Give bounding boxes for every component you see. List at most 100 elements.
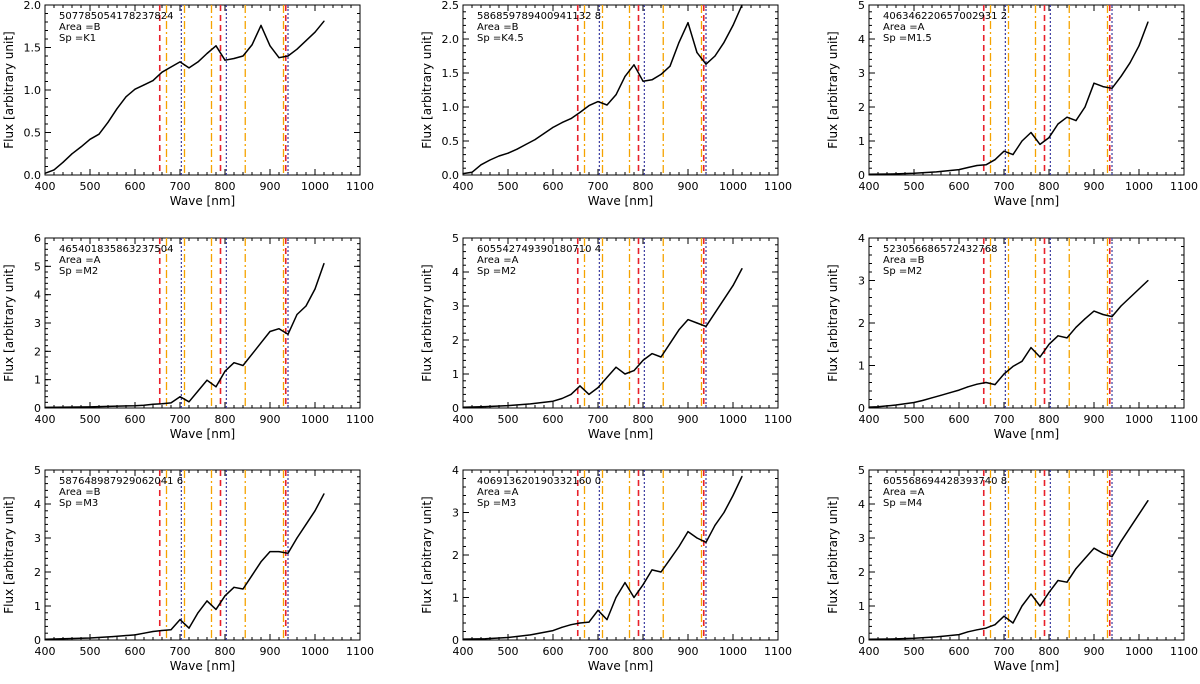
spectrum-point (579, 111, 581, 114)
spectrum-point (597, 609, 599, 611)
spectrum-point (143, 84, 145, 86)
y-tick-label: 2 (858, 566, 865, 579)
spectrum-point (890, 638, 893, 640)
x-tick-label: 1000 (1125, 413, 1153, 426)
star-id-label: 465401835863237504 (59, 244, 174, 255)
x-tick-label: 500 (498, 645, 519, 658)
y-tick-label: 3 (34, 317, 41, 330)
spectrum-point (579, 385, 581, 387)
x-tick-label: 400 (35, 645, 56, 658)
spectrum-point (1021, 360, 1023, 362)
spectrum-point (994, 624, 996, 626)
sp-label: Sp =M2 (477, 266, 516, 277)
x-tick-label: 900 (678, 645, 699, 658)
y-axis-label: Flux [arbitrary unit] (826, 496, 840, 613)
x-tick-label: 1000 (301, 413, 329, 426)
x-tick-label: 800 (1039, 413, 1060, 426)
spectrum-point (606, 619, 608, 621)
spectrum-line (868, 500, 1149, 641)
spectrum-point (669, 65, 671, 67)
spectrum-point (913, 172, 915, 174)
x-tick-label: 700 (994, 645, 1015, 658)
spectrum-point (660, 73, 662, 75)
spectrum-point (561, 397, 563, 400)
spectrum-point (678, 545, 680, 548)
spectrum-point (206, 600, 208, 602)
spectrum-point (976, 383, 978, 385)
x-tick-label: 700 (588, 645, 609, 658)
spectrum-point (1057, 123, 1059, 125)
spectrum-point (507, 636, 509, 639)
x-tick-label: 600 (125, 645, 146, 658)
spectrum-point (1021, 140, 1023, 142)
spectrum-point (1003, 373, 1005, 375)
spectrum-point (958, 633, 960, 636)
spectrum-point (251, 353, 253, 355)
y-tick-label: 2 (858, 101, 865, 114)
spectrum-point (170, 402, 172, 404)
spectrum-point (696, 52, 698, 54)
spectrum-point (471, 171, 473, 173)
spectrum-point (188, 67, 190, 69)
spectrum-point (732, 24, 734, 26)
spectrum-line (44, 263, 325, 409)
spectrum-point (224, 59, 226, 61)
spectrum-point (1066, 337, 1068, 339)
spectrum-point (922, 399, 924, 401)
y-tick-label: 1.0 (24, 84, 42, 97)
x-tick-label: 800 (215, 645, 236, 658)
x-tick-label: 500 (904, 180, 925, 193)
spectrum-point (552, 630, 554, 632)
spectrum-point (170, 629, 172, 631)
spectrum-point (1075, 568, 1077, 570)
spectrum-point (1120, 305, 1122, 307)
y-tick-label: 2 (858, 317, 865, 330)
spectrum-point (296, 48, 298, 50)
spectrum-point (224, 595, 226, 597)
x-tick-label: 800 (1039, 645, 1060, 658)
plot-frame (462, 4, 779, 176)
spectrum-point (696, 322, 698, 324)
spectrum-point (287, 552, 289, 554)
x-tick-label: 900 (1084, 413, 1105, 426)
spectrum-point (687, 319, 689, 321)
x-tick-label: 600 (125, 180, 146, 193)
spectrum-point (278, 551, 280, 553)
x-tick-label: 400 (859, 413, 880, 426)
spectrum-point (976, 629, 978, 631)
spectrum-point (480, 164, 482, 166)
area-label: Area =B (59, 487, 101, 498)
spectrum-point (111, 636, 114, 638)
spectrum-point (732, 285, 734, 287)
spectrum-point (985, 381, 987, 384)
plot-frame (462, 237, 779, 409)
spectrum-point (215, 45, 217, 47)
x-tick-label: 900 (260, 413, 281, 426)
x-axis-label: Wave [nm] (588, 427, 653, 441)
x-tick-label: 400 (35, 180, 56, 193)
spectrum-point (323, 493, 325, 495)
y-tick-label: 4 (858, 232, 865, 245)
spectrum-point (314, 288, 316, 290)
spectrum-point (660, 571, 662, 573)
spectrum-point (179, 61, 181, 63)
y-tick-label: 0 (858, 634, 865, 647)
x-axis-label: Wave [nm] (170, 427, 235, 441)
x-tick-label: 1100 (764, 645, 792, 658)
spectrum-point (570, 117, 572, 120)
x-tick-label: 400 (453, 180, 474, 193)
panel-8: 400 500 600 700 800 900 1000 1100 0 1 2 3 4 Wave [nm]… (420, 464, 792, 673)
spectrum-point (940, 394, 942, 396)
spectrum-point (80, 146, 82, 148)
y-tick-label: 3 (858, 532, 865, 545)
x-tick-label: 1000 (301, 645, 329, 658)
star-id-label: 605568694428393740 8 (883, 476, 1007, 487)
sp-label: Sp =M3 (59, 498, 98, 509)
spectrum-point (215, 386, 217, 388)
spectrum-point (624, 373, 626, 375)
y-tick-label: 3 (858, 67, 865, 80)
spectrum-point (44, 638, 46, 640)
x-tick-label: 900 (260, 645, 281, 658)
spectrum-point (1066, 581, 1068, 583)
